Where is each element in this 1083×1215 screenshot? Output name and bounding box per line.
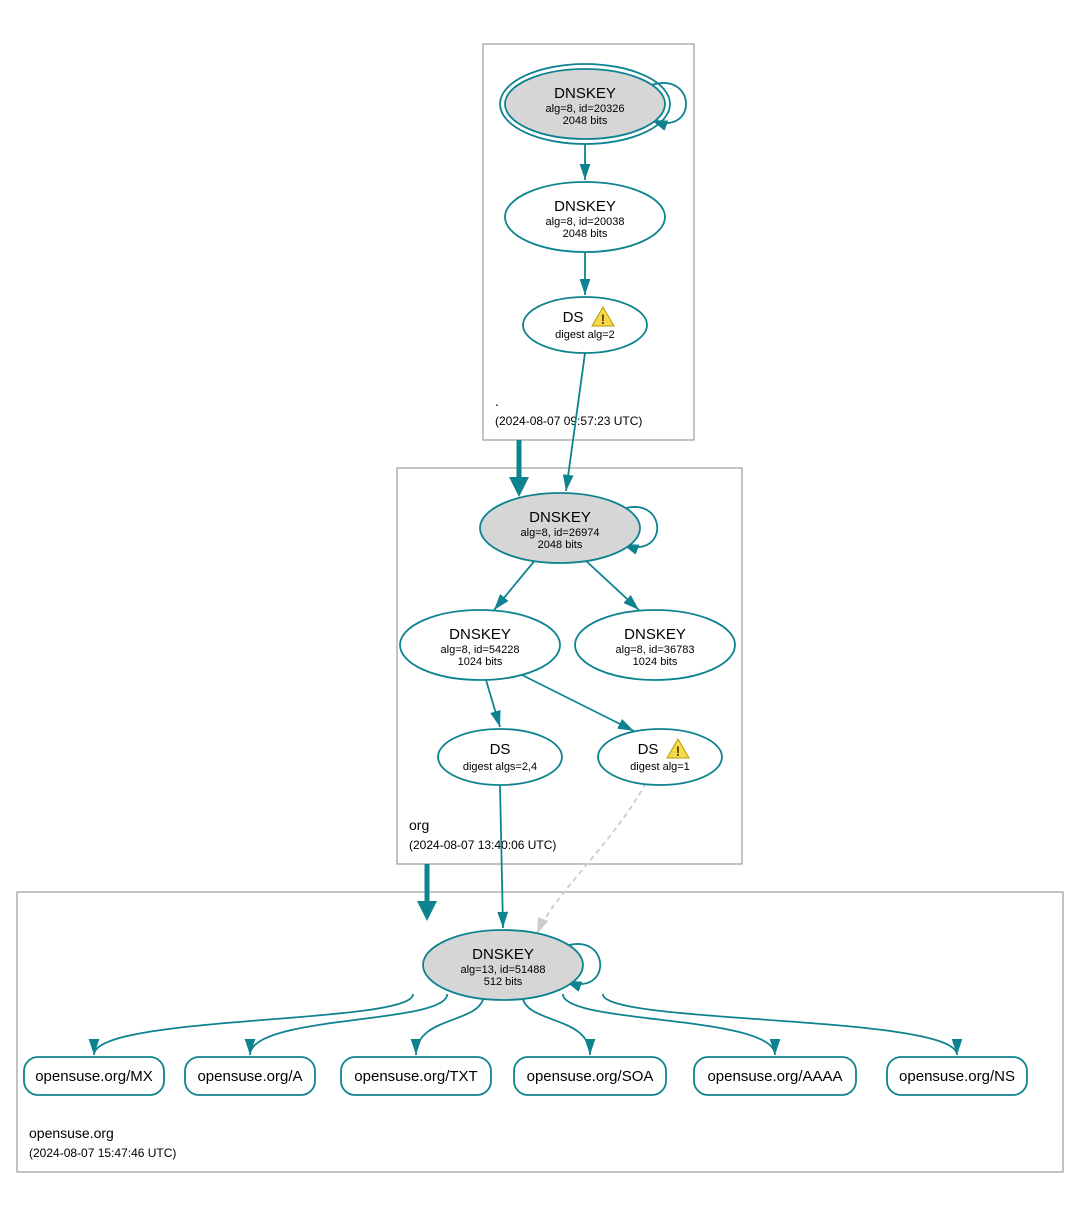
node-leaf_ksk: DNSKEYalg=13, id=51488512 bits [423,930,583,1000]
svg-text:alg=8, id=36783: alg=8, id=36783 [616,644,695,656]
node-org_zsk2: DNSKEYalg=8, id=367831024 bits [575,610,735,680]
svg-text:!: ! [676,743,681,759]
node-org_ds1: DS digest algs=2,4 [438,729,562,785]
svg-text:alg=8, id=20326: alg=8, id=20326 [546,103,625,115]
svg-text:opensuse.org/TXT: opensuse.org/TXT [354,1068,477,1085]
svg-text:DNSKEY: DNSKEY [529,509,591,526]
svg-text:2048 bits: 2048 bits [563,228,608,240]
node-rr_aaaa: opensuse.org/AAAA [694,1057,856,1095]
svg-text:(2024-08-07 09:57:23 UTC): (2024-08-07 09:57:23 UTC) [495,414,642,428]
svg-text:org: org [409,817,429,833]
node-org_ksk: DNSKEYalg=8, id=269742048 bits [480,493,640,563]
node-root_ds: DS digest alg=2! [523,297,647,353]
node-root_ksk: DNSKEYalg=8, id=203262048 bits [500,64,670,144]
node-rr_soa: opensuse.org/SOA [514,1057,666,1095]
node-rr_mx: opensuse.org/MX [24,1057,164,1095]
node-rr_ns: opensuse.org/NS [887,1057,1027,1095]
svg-text:DS: DS [490,741,511,758]
svg-text:alg=8, id=26974: alg=8, id=26974 [521,527,600,539]
dnssec-diagram: . (2024-08-07 09:57:23 UTC) org (2024-08-07… [0,0,1083,1215]
svg-text:digest algs=2,4: digest algs=2,4 [463,761,537,773]
svg-text:DNSKEY: DNSKEY [554,85,616,102]
svg-text:alg=8, id=54228: alg=8, id=54228 [441,644,520,656]
svg-text:(2024-08-07 15:47:46 UTC): (2024-08-07 15:47:46 UTC) [29,1146,176,1160]
svg-text:2048 bits: 2048 bits [563,115,608,127]
svg-text:alg=13, id=51488: alg=13, id=51488 [460,964,545,976]
svg-text:opensuse.org: opensuse.org [29,1125,114,1141]
svg-text:opensuse.org/MX: opensuse.org/MX [35,1068,153,1085]
node-rr_a: opensuse.org/A [185,1057,315,1095]
svg-text:1024 bits: 1024 bits [458,656,503,668]
svg-text:DNSKEY: DNSKEY [554,198,616,215]
svg-text:!: ! [601,311,606,327]
svg-text:opensuse.org/A: opensuse.org/A [197,1068,302,1085]
svg-text:alg=8, id=20038: alg=8, id=20038 [546,216,625,228]
node-root_zsk: DNSKEYalg=8, id=200382048 bits [505,182,665,252]
svg-text:512 bits: 512 bits [484,976,523,988]
svg-text:1024 bits: 1024 bits [633,656,678,668]
svg-text:DS: DS [638,741,659,758]
svg-text:.: . [495,393,499,409]
node-org_zsk1: DNSKEYalg=8, id=542281024 bits [400,610,560,680]
svg-text:opensuse.org/SOA: opensuse.org/SOA [527,1068,654,1085]
svg-text:DNSKEY: DNSKEY [449,626,511,643]
svg-text:DNSKEY: DNSKEY [472,946,534,963]
svg-text:digest alg=1: digest alg=1 [630,761,690,773]
svg-text:DNSKEY: DNSKEY [624,626,686,643]
svg-text:digest alg=2: digest alg=2 [555,329,615,341]
node-rr_txt: opensuse.org/TXT [341,1057,491,1095]
node-org_ds2: DS digest alg=1! [598,729,722,785]
svg-text:DS: DS [563,309,584,326]
svg-text:opensuse.org/NS: opensuse.org/NS [899,1068,1015,1085]
svg-text:(2024-08-07 13:40:06 UTC): (2024-08-07 13:40:06 UTC) [409,838,556,852]
svg-text:opensuse.org/AAAA: opensuse.org/AAAA [707,1068,842,1085]
svg-text:2048 bits: 2048 bits [538,539,583,551]
